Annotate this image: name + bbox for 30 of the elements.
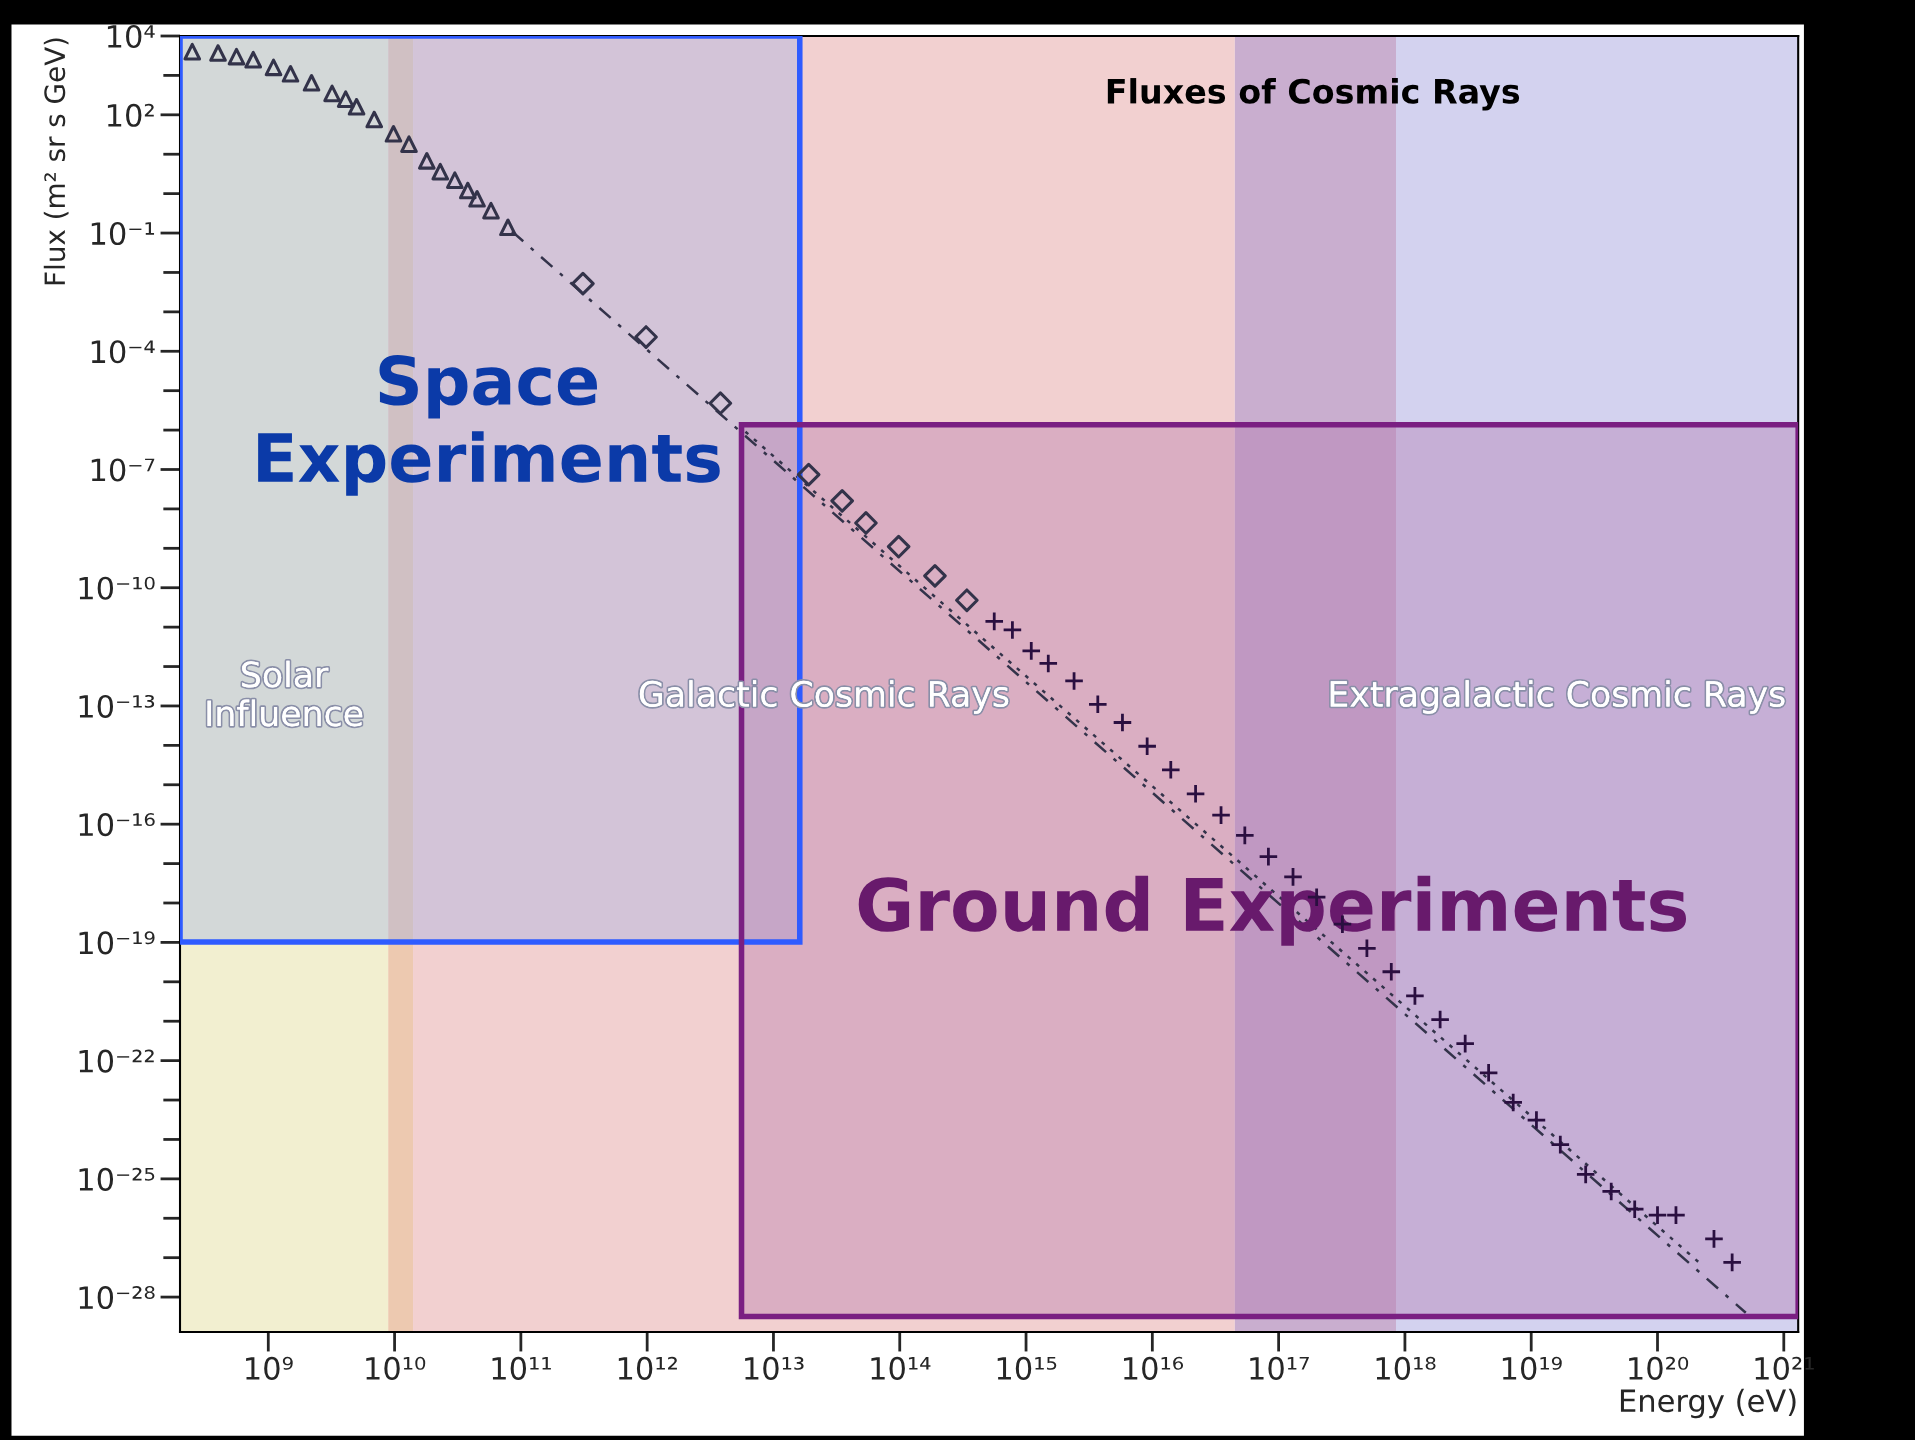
annotation: Fluxes of Cosmic Rays — [1107, 78, 1520, 111]
y-tick-label: 10⁻¹⁹ — [79, 931, 155, 955]
x-tick-label: 10¹⁴ — [871, 1356, 931, 1380]
y-tick-label: 10⁻¹ — [91, 221, 155, 246]
y-axis-title: Flux (m² sr s GeV) — [43, 38, 69, 285]
x-tick-label: 10¹⁷ — [1250, 1356, 1309, 1380]
y-tick-label: 10⁻¹³ — [79, 694, 155, 718]
x-tick-label: 10¹³ — [745, 1356, 804, 1380]
y-tick-label: 10⁻¹⁰ — [79, 576, 155, 600]
x-tick-label: 10¹² — [618, 1356, 677, 1380]
y-tick-label: 10⁻²⁵ — [79, 1167, 155, 1191]
y-tick-label: 10⁻²² — [79, 1049, 154, 1073]
x-tick-label: 10¹⁸ — [1376, 1356, 1436, 1380]
x-tick-label: 10¹⁵ — [997, 1356, 1057, 1380]
x-tick-label: 10⁹ — [246, 1356, 293, 1380]
y-tick-label: 10² — [107, 103, 154, 127]
annotation: Space Experiments — [258, 355, 720, 496]
y-tick-label: 10⁻⁷ — [91, 458, 155, 482]
x-tick-label: 10¹¹ — [492, 1356, 551, 1380]
y-tick-label: 10⁴ — [107, 24, 155, 49]
x-tick-label: 10¹⁰ — [366, 1356, 426, 1380]
x-tick-label: 10¹⁶ — [1124, 1356, 1184, 1380]
band-label: Extragalactic Cosmic Rays — [1330, 680, 1785, 714]
y-tick-label: 10⁻¹⁶ — [79, 813, 155, 837]
x-tick-label: 10¹⁹ — [1502, 1356, 1562, 1380]
band-label: Solar Influence — [207, 660, 363, 727]
x-tick-label: 10²⁰ — [1629, 1356, 1689, 1380]
y-tick-label: 10⁻²⁸ — [79, 1286, 155, 1310]
x-axis-title: Energy (eV) — [1620, 1388, 1796, 1419]
y-tick-label: 10⁻⁴ — [91, 340, 155, 364]
